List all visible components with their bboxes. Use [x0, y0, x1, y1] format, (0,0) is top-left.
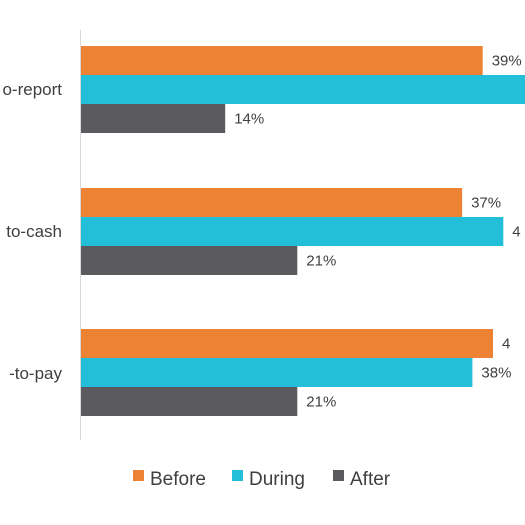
bar-after	[81, 246, 298, 275]
bar-after	[81, 387, 298, 416]
category-label: to-cash	[6, 222, 62, 241]
legend-swatch-during	[232, 470, 243, 481]
bars-group	[81, 46, 525, 416]
category-labels-group: o-report to-cash -to-pay	[2, 80, 62, 383]
data-label: 14%	[234, 111, 264, 128]
legend-swatch-before	[133, 470, 144, 481]
bar-during	[81, 217, 504, 246]
value-labels-group: 39% 14% 37% 4 21% 4 38% 21%	[234, 53, 522, 411]
legend-swatch-after	[333, 470, 344, 481]
data-label: 21%	[306, 253, 336, 270]
legend-label-after: After	[350, 469, 391, 490]
data-label: 4	[502, 336, 510, 353]
legend-label-before: Before	[150, 469, 206, 490]
category-label: o-report	[2, 80, 62, 99]
data-label: 4	[512, 224, 520, 241]
legend: Before During After	[133, 469, 391, 490]
bar-before	[81, 46, 483, 75]
bar-before	[81, 188, 463, 217]
bar-after	[81, 104, 226, 133]
bar-during	[81, 75, 525, 104]
data-label: 38%	[481, 365, 511, 382]
category-label: -to-pay	[9, 364, 62, 383]
data-label: 37%	[471, 195, 501, 212]
data-label: 39%	[492, 53, 522, 70]
bar-during	[81, 358, 473, 387]
legend-label-during: During	[249, 469, 305, 490]
bar-before	[81, 329, 493, 358]
data-label: 21%	[306, 394, 336, 411]
